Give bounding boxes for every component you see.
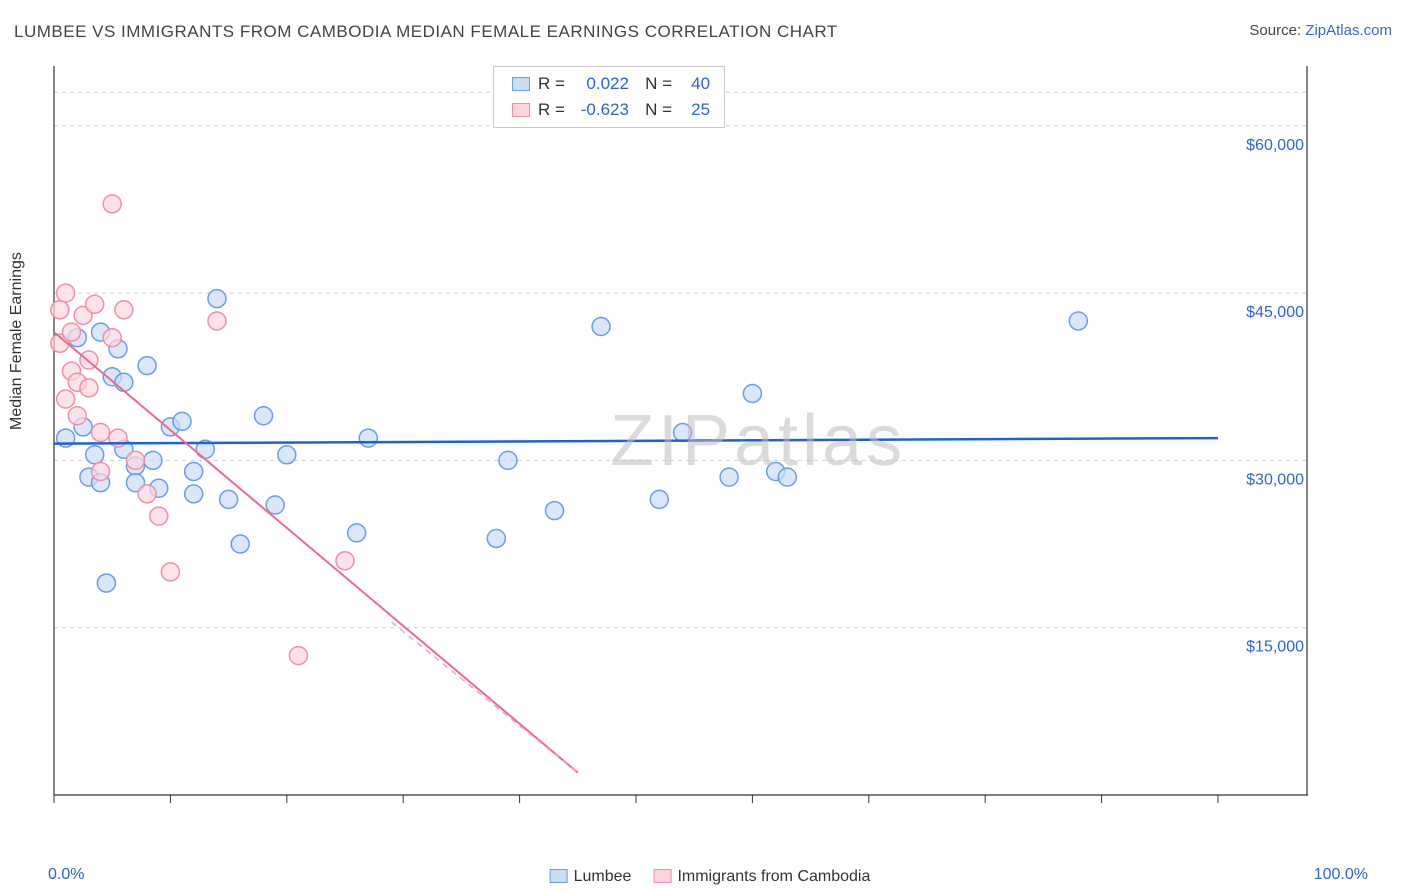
stats-n-value-lumbee: 40 bbox=[674, 71, 710, 97]
stats-r-label: R = bbox=[538, 100, 565, 119]
stats-n-label: N = bbox=[645, 74, 672, 93]
legend-label-cambodia: Immigrants from Cambodia bbox=[677, 868, 870, 885]
legend-label-lumbee: Lumbee bbox=[574, 868, 632, 885]
stats-r-label: R = bbox=[538, 74, 565, 93]
source-attribution: Source: ZipAtlas.com bbox=[1249, 22, 1392, 39]
stats-r-value-lumbee: 0.022 bbox=[567, 71, 629, 97]
stats-r-value-cambodia: -0.623 bbox=[567, 97, 629, 123]
stats-n-label: N = bbox=[645, 100, 672, 119]
source-link[interactable]: ZipAtlas.com bbox=[1305, 22, 1392, 39]
svg-text:$15,000: $15,000 bbox=[1246, 639, 1304, 656]
stats-row-cambodia: R =-0.623 N =25 bbox=[494, 97, 710, 123]
svg-text:$45,000: $45,000 bbox=[1246, 304, 1304, 321]
series-cambodia bbox=[51, 195, 354, 665]
x-axis-max-label: 100.0% bbox=[1314, 866, 1368, 884]
stats-swatch-lumbee bbox=[512, 77, 530, 91]
legend-swatch-lumbee bbox=[550, 869, 568, 883]
legend-stats-box: R =0.022 N =40R =-0.623 N =25 bbox=[493, 66, 725, 128]
legend-bottom: Lumbee Immigrants from Cambodia bbox=[532, 868, 875, 886]
stats-swatch-cambodia bbox=[512, 103, 530, 117]
y-axis-label: Median Female Earnings bbox=[8, 252, 26, 430]
chart-title: LUMBEE VS IMMIGRANTS FROM CAMBODIA MEDIA… bbox=[14, 22, 1392, 42]
legend-swatch-cambodia bbox=[653, 869, 671, 883]
stats-n-value-cambodia: 25 bbox=[674, 97, 710, 123]
svg-text:$60,000: $60,000 bbox=[1246, 137, 1304, 154]
stats-row-lumbee: R =0.022 N =40 bbox=[494, 71, 710, 97]
source-label: Source: bbox=[1249, 22, 1305, 39]
svg-text:$30,000: $30,000 bbox=[1246, 471, 1304, 488]
x-axis-min-label: 0.0% bbox=[48, 866, 84, 884]
scatter-plot: $15,000 $30,000 $45,000 $60,000 bbox=[48, 60, 1308, 825]
